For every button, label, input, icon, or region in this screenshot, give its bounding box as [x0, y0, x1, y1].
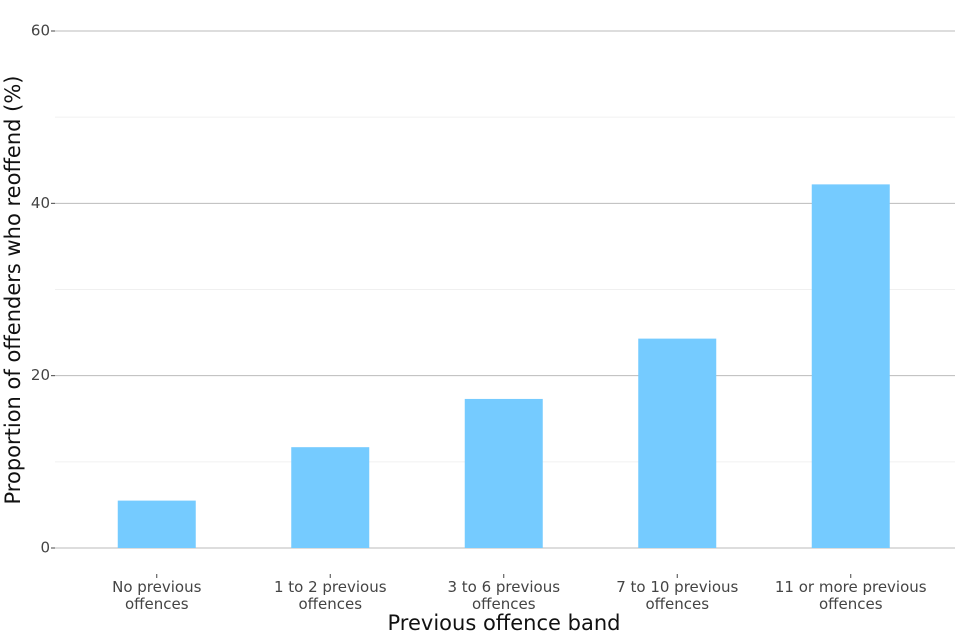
bar [638, 338, 717, 548]
x-tick-label: 7 to 10 previous offences [616, 578, 738, 613]
bar [291, 447, 370, 548]
bar [117, 500, 196, 548]
bar [464, 398, 543, 548]
y-tick-label: 0 [40, 539, 50, 557]
y-tick-label: 20 [31, 366, 50, 384]
x-tick-label: No previous offences [112, 578, 201, 613]
x-tick-label: 3 to 6 previous offences [447, 578, 560, 613]
x-axis-title: Previous offence band [388, 611, 621, 635]
y-tick-label: 40 [31, 194, 50, 212]
x-tick-label: 1 to 2 previous offences [274, 578, 387, 613]
bar [811, 184, 890, 549]
y-tick-label: 60 [31, 22, 50, 40]
x-tick-label: 11 or more previous offences [775, 578, 927, 613]
y-axis-title: Proportion of offenders who reoffend (%) [1, 76, 25, 505]
